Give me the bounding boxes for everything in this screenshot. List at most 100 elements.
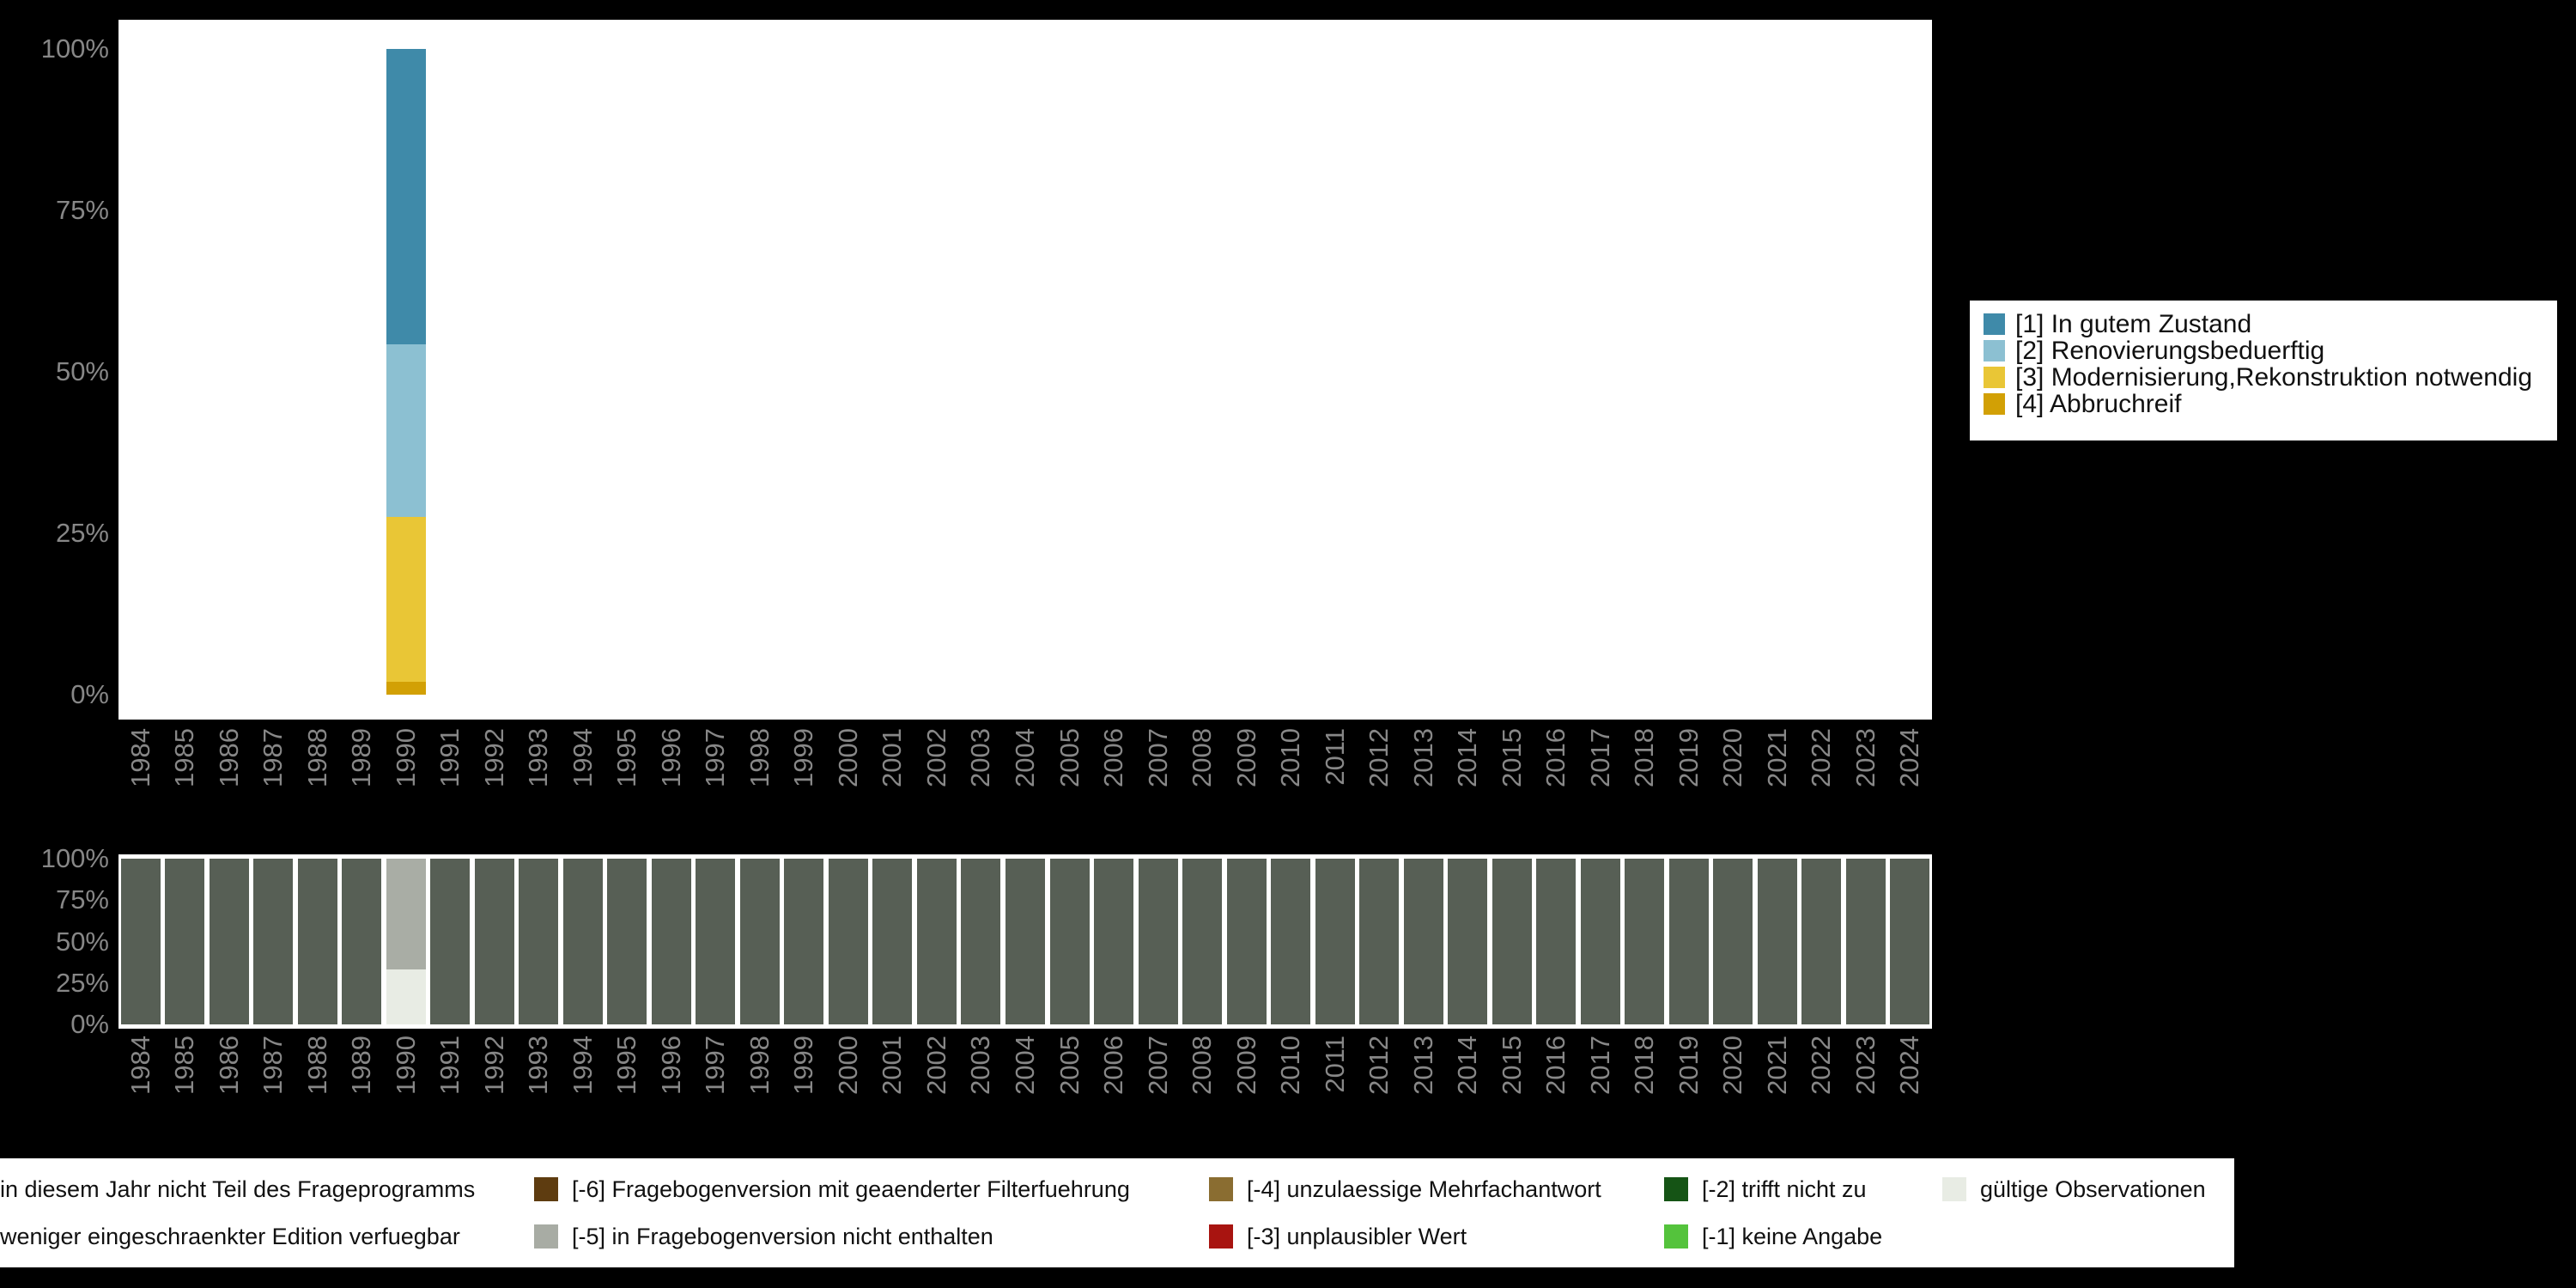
bar-segment: [828, 859, 868, 1024]
bar-segment: [1668, 859, 1709, 1024]
x-axis-tick-label: 2014: [1449, 1036, 1486, 1095]
bar-segment: [1005, 859, 1045, 1024]
y-axis-tick-label: 50%: [55, 926, 109, 957]
x-axis-tick-label: 1996: [653, 728, 690, 787]
year-label: 1986: [213, 728, 244, 787]
year-label: 2006: [1098, 728, 1129, 787]
bar-segment: [1890, 859, 1930, 1024]
x-axis-tick-label: 2017: [1582, 728, 1619, 787]
x-axis-tick-label: 1985: [166, 1036, 204, 1095]
x-axis-tick-label: 1995: [608, 1036, 646, 1095]
x-axis-tick-label: 2020: [1714, 728, 1752, 787]
missing-legend-swatch: [1664, 1224, 1688, 1249]
year-label: 1999: [788, 728, 819, 787]
year-label: 2006: [1098, 1036, 1129, 1095]
year-label: 2016: [1540, 1036, 1571, 1095]
year-label: 1994: [567, 728, 598, 787]
y-axis-tick-label: 25%: [55, 518, 109, 548]
missing-legend-item: in diesem Jahr nicht Teil des Frageprogr…: [0, 1175, 475, 1204]
x-axis-tick-label: 1994: [564, 1036, 602, 1095]
legend-swatch: [1984, 367, 2005, 388]
missing-legend-label: weniger eingeschraenkter Edition verfueg…: [0, 1223, 460, 1249]
missing-legend-label: [-5] in Fragebogenversion nicht enthalte…: [572, 1223, 993, 1249]
year-label: 2005: [1054, 1036, 1084, 1095]
y-axis-tick-label: 0%: [70, 679, 109, 709]
year-label: 2003: [965, 728, 996, 787]
y-axis-tick-label: 100%: [40, 33, 109, 64]
x-axis-tick-label: 1990: [387, 1036, 425, 1095]
bar-segment: [1801, 859, 1842, 1024]
x-axis-tick-label: 2009: [1228, 728, 1266, 787]
year-label: 2012: [1364, 728, 1394, 787]
year-label: 1991: [434, 728, 465, 787]
x-axis-tick-label: 2022: [1802, 1036, 1840, 1095]
year-label: 2005: [1054, 728, 1084, 787]
year-label: 1984: [125, 728, 155, 787]
missing-legend-label: gültige Observationen: [1980, 1176, 2206, 1202]
x-axis-tick-label: 2015: [1493, 1036, 1531, 1095]
year-label: 2023: [1850, 728, 1880, 787]
x-axis-tick-label: 2019: [1670, 728, 1708, 787]
year-label: 2013: [1407, 728, 1438, 787]
missing-legend-swatch: [1942, 1177, 1966, 1201]
x-axis-tick-label: 2004: [1006, 1036, 1044, 1095]
x-axis-tick-label: 1997: [696, 728, 734, 787]
x-axis-tick-label: 2002: [918, 1036, 956, 1095]
year-label: 2024: [1894, 1036, 1925, 1095]
year-label: 2021: [1761, 1036, 1792, 1095]
bar-segment: [961, 859, 1001, 1024]
legend-label: [1] In gutem Zustand: [2015, 310, 2252, 338]
missing-legend-label: [-2] trifft nicht zu: [1702, 1176, 1867, 1202]
missing-legend-label: [-3] unplausibler Wert: [1247, 1223, 1467, 1249]
x-axis-tick-label: 2013: [1405, 728, 1443, 787]
x-axis-tick-label: 2000: [829, 728, 867, 787]
year-label: 1990: [390, 728, 421, 787]
x-axis-tick-label: 1989: [343, 728, 380, 787]
x-axis-tick-label: 2024: [1891, 1036, 1929, 1095]
legend-item: [2] Renovierungsbeduerftig: [1984, 337, 2543, 364]
year-label: 1985: [169, 1036, 200, 1095]
year-label: 1989: [346, 728, 377, 787]
x-axis-tick-label: 2021: [1759, 1036, 1796, 1095]
legend-item: [1] In gutem Zustand: [1984, 311, 2543, 337]
x-axis-tick-label: 1987: [254, 728, 292, 787]
year-label: 2021: [1761, 728, 1792, 787]
year-label: 1999: [788, 1036, 819, 1095]
bar-segment: [474, 859, 514, 1024]
x-axis-tick-label: 2006: [1095, 728, 1133, 787]
year-label: 1993: [523, 728, 554, 787]
x-axis-tick-label: 2015: [1493, 728, 1531, 787]
y-axis-tick-label: 75%: [55, 195, 109, 225]
year-label: 2017: [1584, 1036, 1615, 1095]
x-axis-tick-label: 1985: [166, 728, 204, 787]
x-axis-tick-label: 2007: [1139, 1036, 1177, 1095]
x-axis-tick-label: 1991: [431, 1036, 469, 1095]
x-axis-tick-label: 2011: [1316, 728, 1354, 786]
x-axis-tick-label: 2022: [1802, 728, 1840, 787]
bar-segment: [1359, 859, 1400, 1024]
bar-segment: [562, 859, 603, 1024]
x-axis-tick-label: 2019: [1670, 1036, 1708, 1095]
x-axis-tick-label: 2012: [1360, 728, 1398, 787]
bar-segment: [1049, 859, 1090, 1024]
year-label: 1987: [258, 1036, 289, 1095]
bar-segment: [607, 859, 647, 1024]
year-label: 1987: [258, 728, 289, 787]
x-axis-tick-label: 2014: [1449, 728, 1486, 787]
x-axis-tick-label: 2021: [1759, 728, 1796, 787]
bar-segment: [1625, 859, 1665, 1024]
bar-segment: [386, 859, 426, 969]
y-axis-tick-label: 0%: [70, 1009, 109, 1039]
year-label: 2000: [832, 728, 863, 787]
missing-legend-item: [-6] Fragebogenversion mit geaenderter F…: [534, 1175, 1130, 1204]
year-label: 2014: [1452, 728, 1483, 787]
y-axis-tick-label: 100%: [40, 843, 109, 873]
bar-segment: [386, 49, 426, 345]
legend-swatch: [1984, 313, 2005, 335]
bar-segment: [430, 859, 471, 1024]
missing-legend-swatch: [534, 1177, 558, 1201]
year-label: 1992: [478, 1036, 509, 1095]
bar-segment: [1138, 859, 1178, 1024]
year-label: 2011: [1319, 1036, 1350, 1093]
year-label: 1997: [700, 728, 731, 787]
